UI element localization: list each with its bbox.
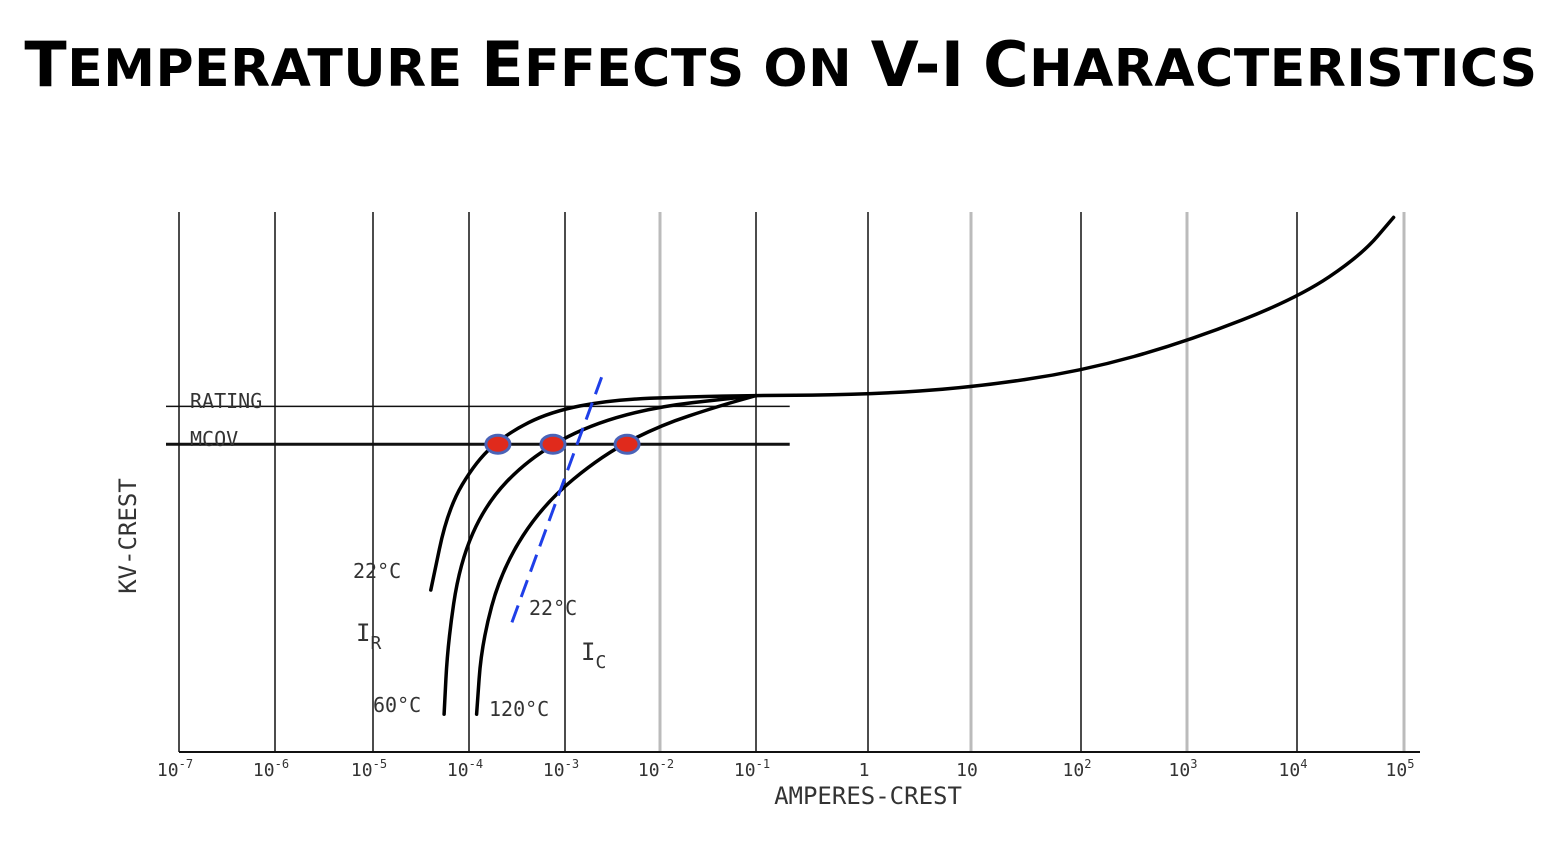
x-tick-label: 103 <box>1169 757 1198 781</box>
curve-120c <box>474 393 758 716</box>
mcov-label: MCOV <box>190 427 238 451</box>
curve-60c <box>442 393 758 716</box>
curve-high-current <box>754 215 1396 398</box>
x-tick-label: 10-2 <box>638 757 674 781</box>
operating-point-marker-120c <box>613 433 641 455</box>
x-tick-label: 10-6 <box>253 757 289 781</box>
rating-label: RATING <box>190 389 262 413</box>
temp-22-label: 22°C <box>353 559 401 583</box>
temp-60-label: 60°C <box>373 693 421 717</box>
curves-layer <box>429 215 1396 716</box>
x-tick-label: 102 <box>1063 757 1092 781</box>
title-word-5: CHARACTERISTICS <box>983 28 1538 101</box>
x-tick-label: 10 <box>956 760 978 781</box>
ir-label: IR <box>356 619 381 654</box>
x-tick-label: 105 <box>1386 757 1415 781</box>
x-axis-label: AMPERES-CREST <box>774 782 962 810</box>
capacitive-current-dashed-line <box>510 373 605 623</box>
temp-120-label: 120°C <box>489 697 549 721</box>
operating-point-marker-60c <box>539 433 567 455</box>
x-tick-label: 10-1 <box>734 757 770 781</box>
x-tick-label: 10-7 <box>157 757 193 781</box>
temp-22-dashed-label: 22°C <box>529 596 577 620</box>
x-tick-label: 10-4 <box>447 757 483 781</box>
x-tick-label: 1 <box>859 760 870 781</box>
markers-layer <box>484 433 641 455</box>
x-tick-label: 10-5 <box>351 757 387 781</box>
operating-point-marker-22c <box>484 433 512 455</box>
title-word-1: TEMPERATURE <box>24 28 463 101</box>
x-tick-label: 104 <box>1279 757 1308 781</box>
ic-label: IC <box>581 638 606 673</box>
title-word-3: ON <box>763 39 853 99</box>
reference-lines-layer <box>166 405 790 446</box>
curve-22c <box>429 393 758 592</box>
x-tick-label: 10-3 <box>543 757 579 781</box>
y-axis-label: KV-CREST <box>114 478 142 594</box>
title-word-4: V-I <box>870 28 965 101</box>
title-word-2: EFFECTS <box>481 28 745 101</box>
grid-layer <box>178 212 1406 752</box>
axes-layer: 10-7 10-6 10-5 10-4 10-3 10-2 10-1 1 10 102 103 104… <box>157 751 1420 781</box>
slide-title: TEMPERATURE EFFECTS ON V-I CHARACTERISTI… <box>0 28 1562 101</box>
